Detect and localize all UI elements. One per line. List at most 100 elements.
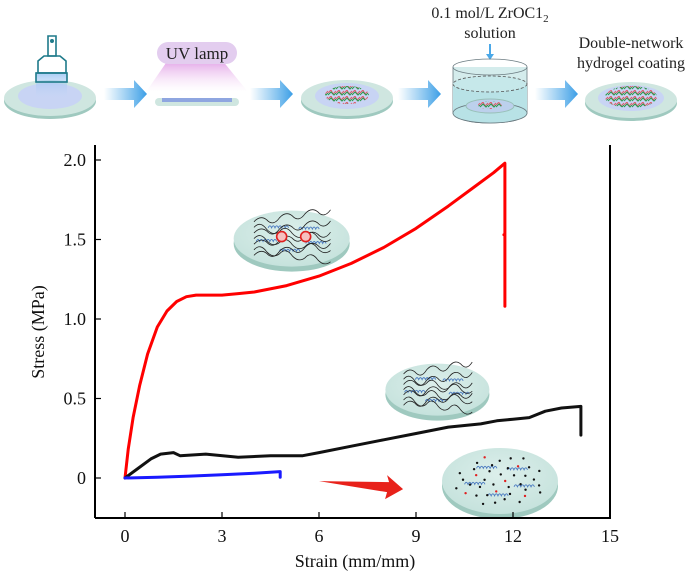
ion-dot <box>458 471 462 475</box>
y-tick-label: 1.5 <box>64 230 87 250</box>
ion-dot <box>509 457 512 460</box>
ion-dot <box>486 493 489 497</box>
step-brush-coating <box>4 35 96 119</box>
x-tick-label: 12 <box>504 526 522 546</box>
series-line-first-network <box>123 470 282 480</box>
ion-dot <box>516 465 520 468</box>
polymer-chain <box>403 396 473 415</box>
ion-dot <box>495 490 498 493</box>
coil-chain <box>414 377 437 381</box>
polymer-chain <box>403 371 473 386</box>
step-first-network <box>301 80 393 119</box>
x-axis-label: Strain (mm/mm) <box>295 551 416 572</box>
disc-top <box>442 448 558 514</box>
coil-chain <box>424 398 447 403</box>
ion-dot <box>507 485 510 489</box>
polymer-chain <box>253 246 331 265</box>
series-layer <box>123 161 583 480</box>
ion-dot <box>493 501 497 504</box>
x-tick-label: 6 <box>315 526 324 546</box>
solution-label-line1: 0.1 mol/L ZrOC1 <box>431 5 543 22</box>
ion-dot <box>506 467 510 470</box>
polymer-chain <box>253 231 331 246</box>
ion-dot <box>455 487 458 490</box>
crosslink-icon <box>299 230 312 243</box>
coil-chain <box>476 465 498 470</box>
ion-dot <box>532 478 536 481</box>
tick-labels: 0 3 6 9 12 15 0 0.5 1.0 1.5 2.0 <box>64 150 620 546</box>
step-uv-curing: UV lamp <box>146 42 248 106</box>
polymer-chain <box>253 224 331 242</box>
inset-first-network <box>442 448 558 519</box>
annotations-layer <box>319 475 404 500</box>
coil-chain <box>267 225 290 229</box>
ion-dot <box>498 459 501 462</box>
series-line-second-network <box>123 404 583 480</box>
coil-chain <box>255 239 278 243</box>
inset-double-network <box>233 209 350 272</box>
ion-dot <box>538 491 542 494</box>
y-tick-label: 2.0 <box>64 150 87 170</box>
polymer-chain <box>403 382 473 397</box>
ion-dot <box>503 479 507 483</box>
ion-dot <box>488 470 491 473</box>
solution-label-sub: 2 <box>543 13 549 25</box>
ion-dot <box>490 463 494 467</box>
polymer-chain <box>403 392 473 407</box>
polymer-chain <box>253 209 331 224</box>
ion-dot <box>474 473 478 477</box>
x-tick-label: 0 <box>121 526 130 546</box>
arrow-3-icon <box>398 80 441 108</box>
ion-dot <box>483 478 486 482</box>
axes <box>94 145 611 519</box>
y-axis-label: Stress (MPa) <box>28 285 49 379</box>
ion-dot <box>461 478 465 481</box>
ion-dot <box>472 467 476 471</box>
disc-top <box>233 210 350 267</box>
ion-dot <box>538 469 541 473</box>
ion-dot <box>508 492 512 496</box>
y-tick-label: 1.0 <box>64 309 87 329</box>
polymer-chain <box>253 220 331 235</box>
ion-dot <box>503 498 506 501</box>
polymer-chain <box>403 375 473 394</box>
arrow-1-icon <box>104 80 147 108</box>
solution-label-line2: solution <box>464 25 516 42</box>
final-label-line1: Double-network <box>579 35 684 52</box>
ion-dot <box>475 461 479 465</box>
coil-chain <box>513 484 535 488</box>
coil-chain <box>487 493 509 497</box>
x-tick-label: 15 <box>601 526 619 546</box>
stress-strain-chart: 0 3 6 9 12 15 0 0.5 1.0 1.5 2.0 Strain (mm/mm) Str… <box>28 145 620 572</box>
polymer-chain <box>253 242 331 257</box>
ion-dot <box>524 474 527 477</box>
final-label-line2: hydrogel coating <box>577 55 685 72</box>
annotation-arrow-icon <box>319 475 404 500</box>
arrow-4-icon <box>535 80 578 108</box>
ion-dot <box>464 491 467 495</box>
ion-dot <box>522 457 525 460</box>
ion-dot <box>492 483 495 486</box>
y-tick-label: 0 <box>77 468 86 488</box>
inset-second-network <box>385 361 490 421</box>
polymer-chain <box>253 235 331 254</box>
polymer-chain <box>403 361 473 376</box>
uv-lamp-label: UV lamp <box>166 44 229 63</box>
step-zrocl2-soak: 0.1 mol/L ZrOC12 solution <box>431 5 549 124</box>
ion-dot <box>483 456 486 459</box>
series-line-double-network <box>123 161 507 480</box>
disc-top <box>385 363 490 416</box>
coil-chain <box>442 378 464 382</box>
x-tick-label: 9 <box>412 526 421 546</box>
ion-dot <box>523 494 527 498</box>
ion-dot <box>527 466 531 469</box>
coil-chain <box>464 481 486 486</box>
ion-dot <box>512 474 516 477</box>
ion-dot <box>499 473 502 476</box>
step-final-coating: Double-network hydrogel coating <box>577 35 685 121</box>
ion-dot <box>537 484 541 487</box>
coil-chain <box>298 226 320 231</box>
x-tick-label: 3 <box>218 526 227 546</box>
y-tick-label: 0.5 <box>64 389 87 409</box>
ion-dot <box>519 483 522 486</box>
